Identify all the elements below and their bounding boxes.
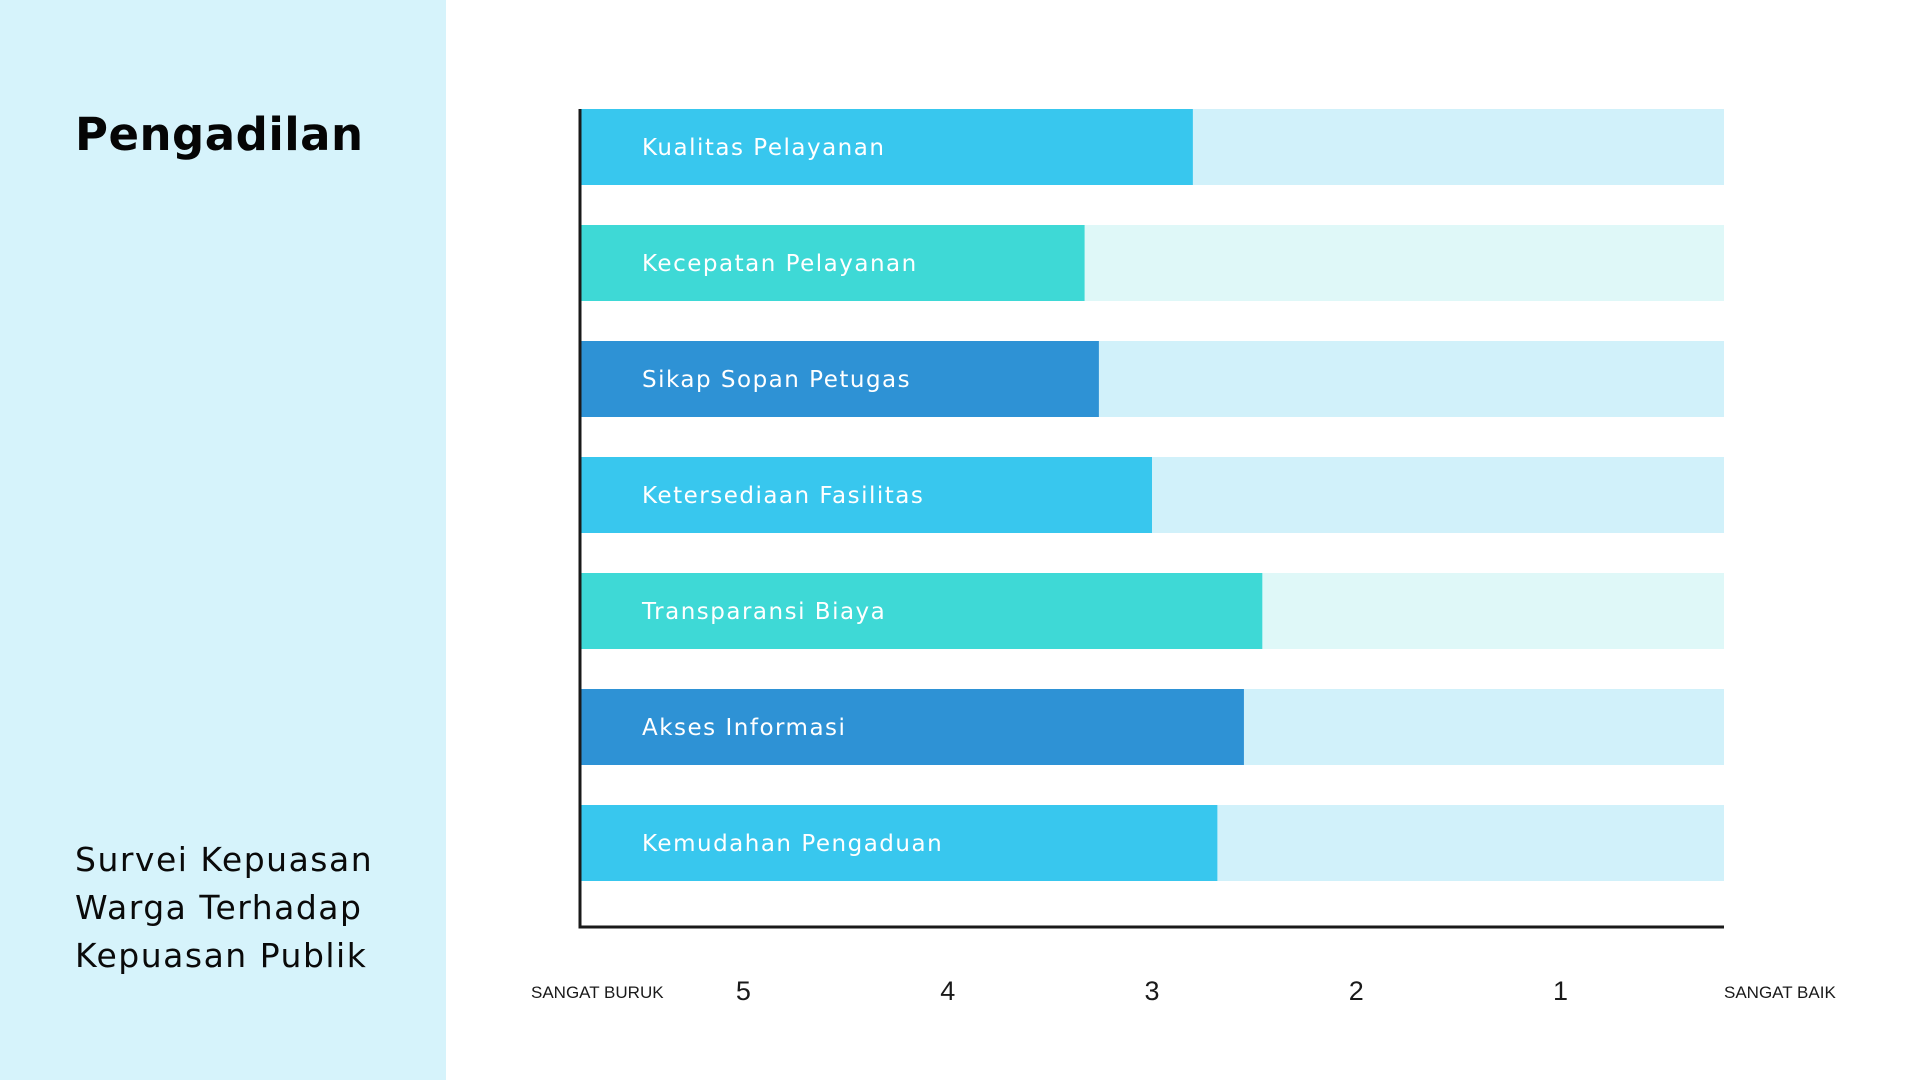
subtitle-line: Survei Kepuasan	[75, 840, 374, 879]
x-tick-label: 2	[1349, 976, 1364, 1006]
subtitle-line: Warga Terhadap	[75, 888, 363, 927]
bar	[580, 573, 1263, 649]
bar-label: Transparansi Biaya	[641, 599, 886, 625]
x-tick-label: 4	[940, 976, 955, 1006]
x-axis-left-label: SANGAT BURUK	[531, 983, 664, 1002]
bar-label: Kualitas Pelayanan	[642, 135, 885, 161]
bar	[580, 341, 1099, 417]
x-tick-label: 3	[1144, 976, 1159, 1006]
bar	[580, 805, 1218, 881]
page-subtitle: Survei Kepuasan Warga Terhadap Kepuasan …	[75, 836, 373, 980]
bar-label: Kecepatan Pelayanan	[642, 251, 918, 277]
page-title: Pengadilan	[75, 108, 364, 161]
bar	[580, 689, 1244, 765]
x-axis-right-label: SANGAT BAIK	[1724, 983, 1836, 1002]
bar-label: Kemudahan Pengaduan	[642, 831, 943, 857]
bar-label: Sikap Sopan Petugas	[642, 367, 911, 393]
bar	[580, 109, 1193, 185]
bar	[580, 457, 1152, 533]
side-panel	[0, 0, 446, 1080]
subtitle-line: Kepuasan Publik	[75, 936, 368, 975]
x-tick-label: 1	[1553, 976, 1568, 1006]
bar-label: Ketersediaan Fasilitas	[642, 483, 924, 509]
x-tick-label: 5	[736, 976, 751, 1006]
bar	[580, 225, 1085, 301]
bar-label: Akses Informasi	[642, 715, 846, 741]
